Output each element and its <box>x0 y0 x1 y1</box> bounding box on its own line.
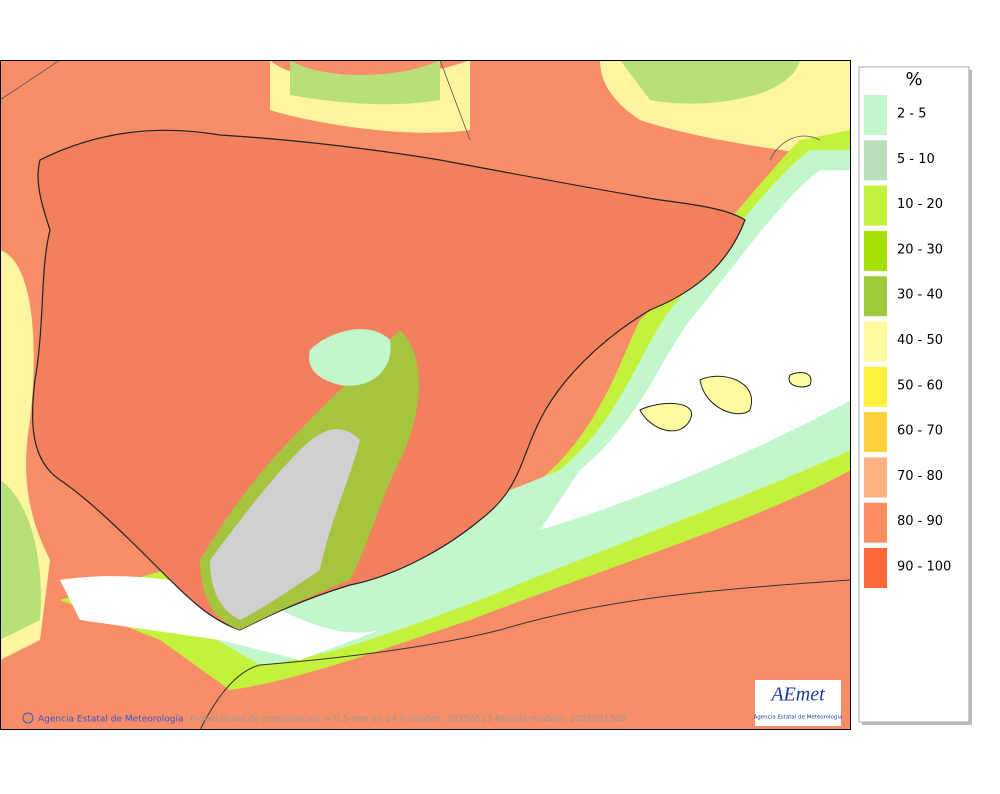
legend-label: 40 - 50 <box>897 333 943 348</box>
legend-swatch <box>864 230 887 271</box>
legend-title: % <box>905 69 922 90</box>
legend-label: 70 - 80 <box>897 469 943 484</box>
legend-swatch <box>864 95 887 135</box>
legend-swatch <box>864 457 887 498</box>
map <box>0 60 851 730</box>
legend-label: 60 - 70 <box>897 424 943 439</box>
legend-label: 90 - 100 <box>897 560 951 575</box>
legend-label: 80 - 90 <box>897 514 943 529</box>
legend-items: 2 - 5 5 - 10 10 - 20 20 - 30 30 - 40 40 - 50 5… <box>864 95 951 588</box>
legend-swatch <box>864 276 887 317</box>
legend-label: 10 - 20 <box>897 197 943 212</box>
logo-text: AEmet <box>769 684 825 706</box>
legend-swatch <box>864 502 887 543</box>
legend-label: 30 - 40 <box>897 288 943 303</box>
logo <box>755 680 841 726</box>
legend-label: 2 - 5 <box>897 107 927 122</box>
legend-label: 5 - 10 <box>897 152 935 167</box>
legend-swatch <box>864 185 887 226</box>
legend-swatch <box>864 412 887 453</box>
legend-swatch <box>864 140 887 181</box>
legend-swatch <box>864 548 887 588</box>
legend-swatch <box>864 321 887 362</box>
legend-label: 20 - 30 <box>897 242 943 257</box>
logo-subtitle: Agencia Estatal de Meteorología <box>754 714 843 721</box>
legend-label: 50 - 60 <box>897 378 943 393</box>
credit: Agencia Estatal de Meteorología <box>38 715 184 725</box>
copyright-icon <box>22 712 34 724</box>
legend-swatch <box>864 366 887 407</box>
caption: Probabilidad de precipitación > 0,5 mm e… <box>190 714 627 725</box>
